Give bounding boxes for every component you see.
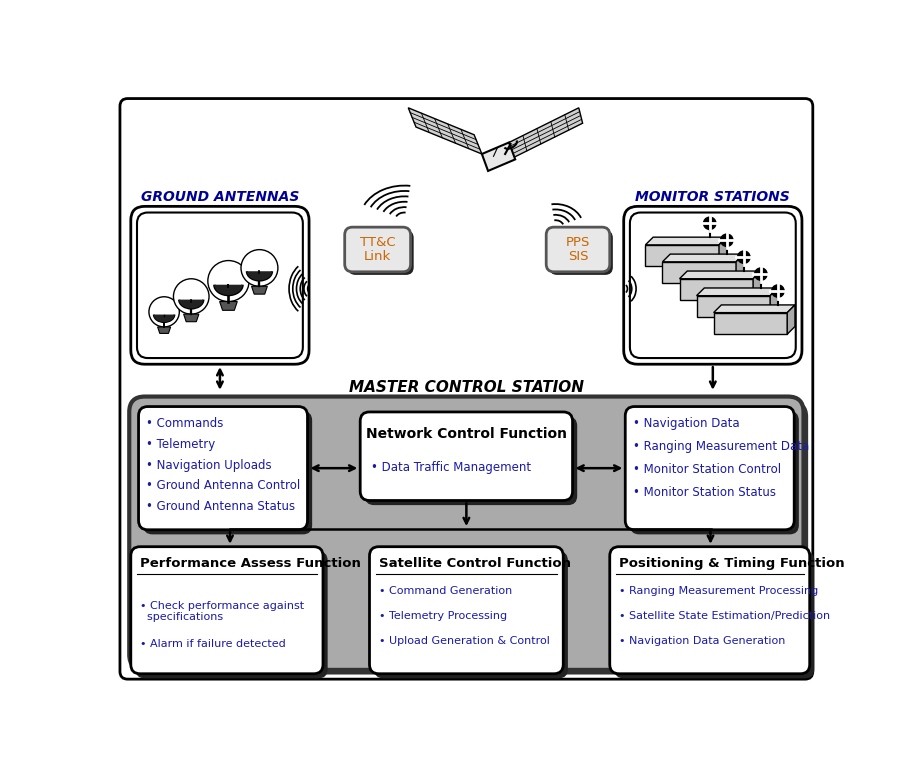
Text: Satellite Control Function: Satellite Control Function: [379, 557, 571, 570]
Text: • Commands: • Commands: [147, 417, 224, 430]
FancyBboxPatch shape: [345, 227, 410, 272]
Polygon shape: [753, 271, 761, 300]
Circle shape: [754, 268, 767, 280]
Text: • Telemetry: • Telemetry: [147, 438, 216, 450]
Text: • Monitor Station Control: • Monitor Station Control: [633, 464, 781, 476]
Polygon shape: [787, 305, 795, 334]
Text: MASTER CONTROL STATION: MASTER CONTROL STATION: [349, 380, 584, 395]
Circle shape: [241, 249, 278, 286]
FancyBboxPatch shape: [137, 213, 303, 358]
FancyBboxPatch shape: [120, 99, 813, 679]
FancyBboxPatch shape: [614, 551, 814, 678]
FancyBboxPatch shape: [550, 230, 612, 275]
Circle shape: [149, 296, 179, 327]
Polygon shape: [219, 302, 238, 310]
FancyBboxPatch shape: [143, 411, 312, 534]
FancyBboxPatch shape: [610, 547, 810, 674]
Text: • Check performance against
  specifications: • Check performance against specificatio…: [140, 601, 304, 622]
Text: SIS: SIS: [568, 250, 588, 263]
FancyBboxPatch shape: [131, 547, 323, 674]
Circle shape: [721, 234, 733, 246]
FancyBboxPatch shape: [138, 407, 308, 530]
FancyBboxPatch shape: [630, 411, 799, 534]
Polygon shape: [680, 279, 753, 300]
Polygon shape: [179, 300, 203, 309]
FancyBboxPatch shape: [365, 417, 577, 505]
Polygon shape: [713, 313, 787, 334]
Text: • Ranging Measurement Processing: • Ranging Measurement Processing: [619, 587, 818, 596]
Polygon shape: [215, 285, 242, 295]
FancyBboxPatch shape: [369, 547, 563, 674]
FancyBboxPatch shape: [630, 213, 795, 358]
Text: TT&C: TT&C: [359, 236, 396, 249]
Text: • Monitor Station Status: • Monitor Station Status: [633, 487, 776, 499]
Polygon shape: [719, 237, 727, 266]
Polygon shape: [482, 142, 515, 171]
Circle shape: [772, 285, 784, 297]
Text: • Data Traffic Management: • Data Traffic Management: [371, 461, 531, 474]
Text: PPS: PPS: [566, 236, 591, 249]
Text: • Ranging Measurement Data: • Ranging Measurement Data: [633, 440, 809, 453]
Polygon shape: [157, 327, 171, 333]
Circle shape: [174, 279, 209, 314]
Text: • Alarm if failure detected: • Alarm if failure detected: [140, 639, 286, 649]
Polygon shape: [696, 288, 778, 296]
Circle shape: [703, 217, 716, 229]
FancyBboxPatch shape: [129, 397, 804, 670]
Text: • Navigation Data: • Navigation Data: [633, 417, 740, 430]
Polygon shape: [154, 314, 175, 322]
Text: • Command Generation: • Command Generation: [379, 587, 512, 596]
Text: • Ground Antenna Control: • Ground Antenna Control: [147, 480, 300, 492]
Text: • Satellite State Estimation/Prediction: • Satellite State Estimation/Prediction: [619, 611, 830, 621]
Polygon shape: [680, 271, 761, 279]
FancyBboxPatch shape: [136, 551, 328, 678]
Text: • Navigation Data Generation: • Navigation Data Generation: [619, 636, 785, 645]
FancyBboxPatch shape: [131, 206, 309, 364]
FancyBboxPatch shape: [623, 206, 802, 364]
Polygon shape: [696, 296, 770, 317]
Text: GROUND ANTENNAS: GROUND ANTENNAS: [141, 190, 299, 204]
Polygon shape: [247, 271, 272, 280]
Text: Network Control Function: Network Control Function: [366, 427, 567, 440]
FancyBboxPatch shape: [546, 227, 610, 272]
Polygon shape: [662, 254, 743, 262]
FancyBboxPatch shape: [348, 230, 414, 275]
Text: • Navigation Uploads: • Navigation Uploads: [147, 459, 272, 471]
Text: • Telemetry Processing: • Telemetry Processing: [379, 611, 507, 621]
Text: MONITOR STATIONS: MONITOR STATIONS: [635, 190, 790, 204]
Polygon shape: [509, 108, 582, 158]
Polygon shape: [713, 305, 795, 313]
Polygon shape: [736, 254, 743, 283]
Polygon shape: [251, 286, 268, 294]
Text: • Ground Antenna Status: • Ground Antenna Status: [147, 500, 296, 513]
Polygon shape: [770, 288, 778, 317]
Text: • Upload Generation & Control: • Upload Generation & Control: [379, 636, 550, 645]
Text: Performance Assess Function: Performance Assess Function: [140, 557, 361, 570]
FancyBboxPatch shape: [360, 412, 572, 501]
Circle shape: [738, 251, 750, 263]
Polygon shape: [409, 108, 482, 154]
Polygon shape: [662, 262, 736, 283]
FancyBboxPatch shape: [374, 551, 568, 678]
Text: Positioning & Timing Function: Positioning & Timing Function: [619, 557, 844, 570]
Circle shape: [207, 260, 249, 302]
FancyBboxPatch shape: [134, 401, 808, 675]
FancyBboxPatch shape: [625, 407, 794, 530]
Text: Link: Link: [364, 250, 391, 263]
Polygon shape: [645, 237, 727, 245]
Polygon shape: [184, 314, 199, 322]
Polygon shape: [645, 245, 719, 266]
